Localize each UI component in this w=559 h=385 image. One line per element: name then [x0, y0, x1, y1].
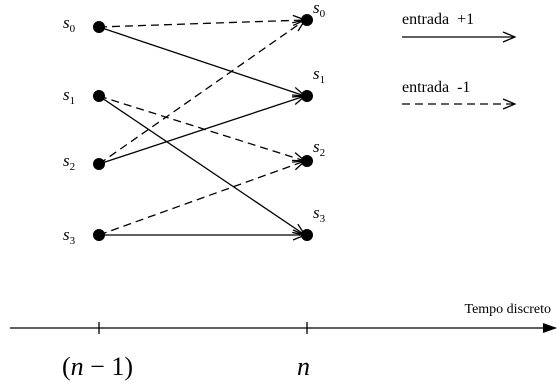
nodes-group — [93, 14, 313, 241]
transition-s2-to-s0 — [98, 20, 305, 165]
transition-s1-to-s2 — [98, 95, 305, 161]
left-node-s0 — [93, 21, 105, 33]
transitions-group — [98, 20, 305, 236]
time-axis: Tempo discreto (n − 1) n — [10, 302, 557, 381]
left-node-s2 — [93, 158, 105, 170]
legend-solid-label: entrada +1 — [402, 11, 474, 28]
right-node-s3 — [301, 229, 313, 241]
left-state-label-s0: s0 — [63, 13, 76, 35]
right-node-s2 — [301, 155, 313, 167]
tick-label-n-minus-1: (n − 1) — [62, 352, 133, 381]
left-state-label-s3: s3 — [63, 225, 76, 247]
right-state-label-s3: s3 — [313, 203, 326, 225]
left-state-labels: s0 s1 s2 s3 — [63, 13, 76, 247]
right-node-s0 — [301, 14, 313, 26]
time-axis-label: Tempo discreto — [465, 302, 552, 317]
right-state-labels: s0 s1 s2 s3 — [313, 0, 326, 225]
legend-dashed-label: entrada -1 — [402, 79, 470, 96]
tick-label-n: n — [297, 352, 310, 381]
transition-s1-to-s3 — [98, 95, 305, 235]
transition-s0-to-s0 — [98, 20, 305, 28]
right-node-s1 — [301, 90, 313, 102]
left-node-s3 — [93, 229, 105, 241]
legend: entrada +1 entrada -1 — [402, 11, 515, 104]
left-state-label-s2: s2 — [63, 151, 75, 173]
right-state-label-s0: s0 — [313, 0, 326, 20]
left-state-label-s1: s1 — [63, 85, 75, 107]
right-state-label-s2: s2 — [313, 137, 325, 159]
left-node-s1 — [93, 90, 105, 102]
transition-s3-to-s2 — [98, 161, 305, 236]
right-state-label-s1: s1 — [313, 64, 325, 86]
transition-s0-to-s1 — [98, 26, 305, 96]
transition-s2-to-s1 — [98, 96, 305, 165]
